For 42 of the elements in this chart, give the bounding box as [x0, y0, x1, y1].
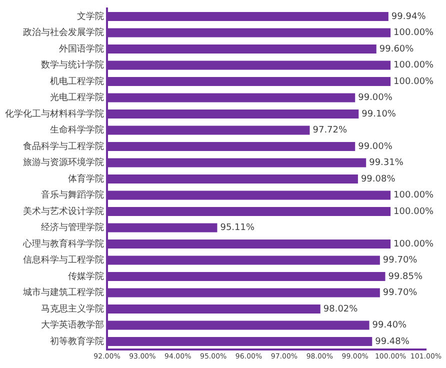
data-label: 99.48%: [375, 336, 410, 347]
y-tick-label: 食品科学与工程学院: [23, 140, 104, 152]
data-label: 99.31%: [369, 158, 404, 168]
y-tick-label: 信息科学与工程学院: [23, 254, 104, 266]
y-tick-label: 文学院: [77, 10, 104, 22]
data-label: 99.94%: [391, 12, 426, 22]
y-tick-label: 数学与统计学院: [41, 60, 104, 71]
y-tick-label: 经济与管理学院: [41, 222, 104, 234]
data-label: 99.40%: [372, 320, 408, 331]
y-tick-label: 光电工程学院: [50, 92, 104, 104]
y-tick-label: 生命科学学院: [50, 124, 104, 136]
data-label: 97.72%: [312, 126, 348, 136]
data-label: 99.85%: [388, 272, 424, 282]
data-label: 99.70%: [382, 288, 418, 298]
data-label: 99.00%: [358, 142, 393, 152]
data-label: 100.00%: [394, 76, 434, 87]
y-tick-label: 政治与社会发展学院: [23, 27, 104, 38]
data-label: 99.70%: [382, 256, 418, 266]
y-tick-label: 旅游与资源环境学院: [23, 157, 104, 168]
y-tick-label: 外国语学院: [59, 43, 104, 54]
y-tick-label: 体育学院: [68, 173, 104, 184]
y-tick-label: 化学化工与材料科学学院: [5, 108, 104, 120]
data-label: 100.00%: [394, 190, 434, 201]
data-label: 100.00%: [394, 60, 434, 71]
y-tick-label: 心理与教育科学学院: [22, 238, 104, 250]
y-tick-label: 美术与艺术设计学院: [23, 206, 104, 217]
y-tick-label: 马克思主义学院: [41, 303, 104, 314]
data-label: 99.08%: [360, 174, 396, 184]
y-tick-label: 初等教育学院: [50, 336, 104, 347]
data-label: 100.00%: [394, 239, 434, 250]
data-label: 100.00%: [394, 28, 434, 38]
data-label: 99.10%: [362, 109, 396, 120]
data-label: 95.11%: [220, 223, 255, 234]
y-tick-label: 机电工程学院: [50, 76, 104, 87]
y-tick-label: 音乐与舞蹈学院: [41, 190, 104, 201]
y-tick-label: 城市与建筑工程学院: [22, 287, 104, 298]
data-label: 100.00%: [394, 206, 434, 217]
data-label: 99.00%: [358, 93, 393, 104]
y-tick-label: 传媒学院: [68, 270, 104, 282]
y-tick-label: 大学英语教学部: [41, 320, 104, 331]
data-label: 99.60%: [379, 44, 414, 54]
data-label: 98.02%: [323, 304, 358, 314]
